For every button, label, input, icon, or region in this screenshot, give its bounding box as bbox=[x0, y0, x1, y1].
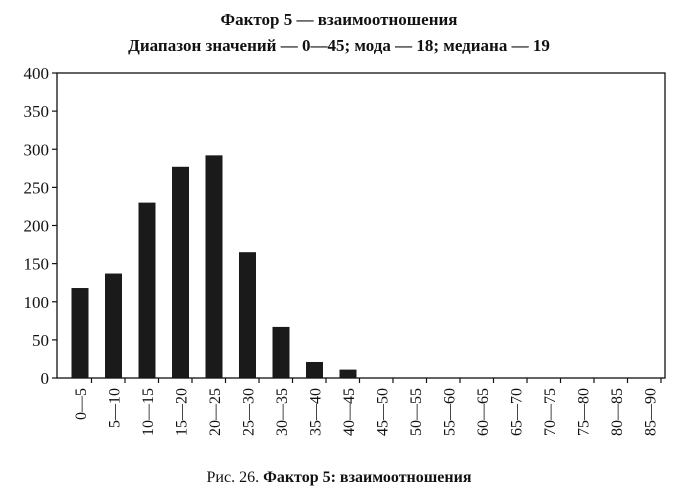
chart-subtitle: Диапазон значений — 0—45; мода — 18; мед… bbox=[128, 36, 550, 55]
x-tick-label: 40—45 bbox=[341, 388, 358, 436]
plot-frame bbox=[56, 72, 666, 379]
caption-label: Фактор 5: bbox=[263, 469, 336, 486]
y-tick-label: 0 bbox=[41, 369, 50, 388]
x-tick-label: 60—65 bbox=[475, 388, 492, 436]
x-tick-label: 25—30 bbox=[241, 388, 258, 436]
x-tick-label: 50—55 bbox=[408, 388, 425, 436]
bar-25—30 bbox=[239, 252, 256, 378]
caption-text: взаимоотношения bbox=[339, 469, 472, 486]
x-tick-label: 5—10 bbox=[107, 388, 124, 428]
bar-15—20 bbox=[172, 166, 189, 378]
bar-40—45 bbox=[339, 369, 357, 378]
y-tick-label: 350 bbox=[24, 102, 50, 121]
x-tick-label: 55—60 bbox=[442, 388, 459, 436]
y-tick-label: 300 bbox=[24, 140, 50, 159]
bar-0—5 bbox=[71, 288, 89, 378]
bar-10—15 bbox=[138, 202, 156, 378]
y-tick-label: 400 bbox=[24, 64, 50, 83]
x-tick-label: 70—75 bbox=[542, 388, 559, 436]
x-tick-label: 65—70 bbox=[509, 388, 526, 436]
x-axis: 0—5 5—10 10—15 15—20 20—25 25—30 30—35 35—40 40—… bbox=[73, 378, 678, 436]
x-tick-label: 15—20 bbox=[174, 388, 191, 436]
y-tick-label: 50 bbox=[32, 331, 49, 350]
y-tick-label: 100 bbox=[24, 293, 50, 312]
x-tick-label: 85—90 bbox=[643, 388, 660, 436]
bar-20—25 bbox=[205, 155, 223, 378]
y-axis: 0 50 100 150 200 250 300 350 400 bbox=[24, 64, 57, 388]
chart-title: Фактор 5 — взаимоотношения bbox=[220, 10, 458, 29]
caption-prefix: Рис. 26. bbox=[206, 469, 260, 486]
y-tick-label: 150 bbox=[24, 255, 50, 274]
x-tick-label: 90—95 bbox=[676, 388, 678, 436]
x-tick-label: 20—25 bbox=[207, 388, 224, 436]
bars bbox=[71, 155, 357, 378]
x-tick-label: 0—5 bbox=[73, 388, 90, 420]
x-tick-label: 75—80 bbox=[576, 388, 593, 436]
x-tick-label: 45—50 bbox=[375, 388, 392, 436]
bar-30—35 bbox=[272, 326, 290, 378]
y-tick-label: 200 bbox=[24, 217, 50, 236]
figure-caption: Рис. 26. Фактор 5: взаимоотношения bbox=[0, 469, 678, 487]
y-tick-label: 250 bbox=[24, 178, 50, 197]
x-tick-label: 10—15 bbox=[140, 388, 157, 436]
bar-5—10 bbox=[105, 273, 122, 378]
bar-35—40 bbox=[306, 361, 323, 378]
x-tick-label: 35—40 bbox=[308, 388, 325, 436]
x-tick-label: 30—35 bbox=[274, 388, 291, 436]
x-tick-label: 80—85 bbox=[609, 388, 626, 436]
